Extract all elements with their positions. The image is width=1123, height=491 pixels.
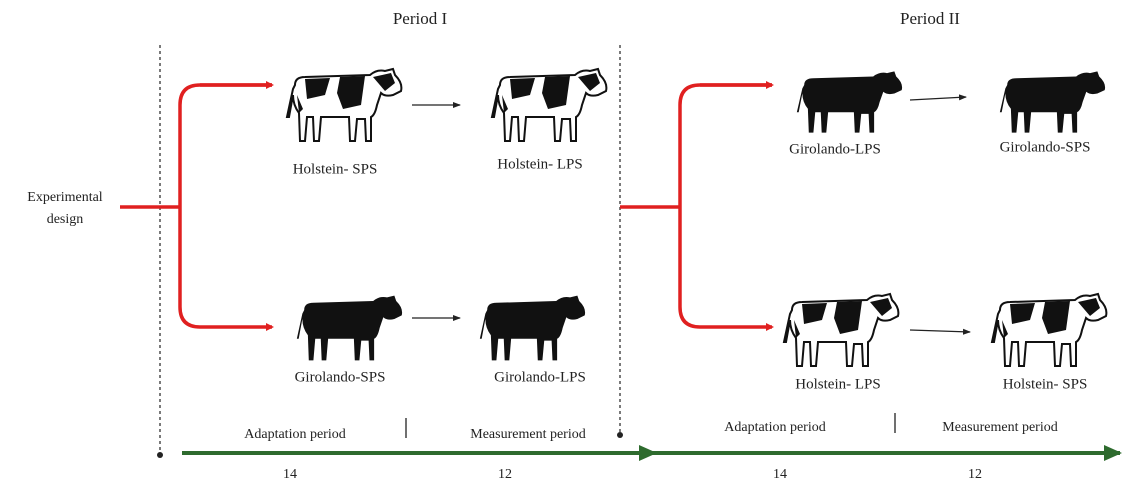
black-arrows xyxy=(412,94,971,335)
cow xyxy=(797,71,902,132)
period-title: Period I xyxy=(393,9,448,28)
cow xyxy=(492,69,606,141)
start-label: design xyxy=(47,212,84,227)
dividers xyxy=(159,45,621,452)
phase-days: 14 xyxy=(283,467,297,482)
cow xyxy=(1000,71,1105,132)
cow xyxy=(480,296,585,361)
cow xyxy=(784,294,898,366)
group-label: Girolando-LPS xyxy=(789,141,881,157)
divider-dot xyxy=(157,452,163,458)
group-label: Holstein- SPS xyxy=(1003,376,1088,392)
phase-label: Adaptation period xyxy=(244,427,345,442)
cow xyxy=(992,294,1106,366)
group-label: Girolando-SPS xyxy=(1000,139,1091,155)
divider-dot xyxy=(617,432,623,438)
phase-label: Adaptation period xyxy=(724,420,825,435)
start-label: Experimental xyxy=(27,190,103,205)
phase-label: Measurement period xyxy=(470,427,585,442)
group-label: Holstein- LPS xyxy=(497,156,582,172)
group-label: Girolando-SPS xyxy=(295,369,386,385)
group-label: Girolando-LPS xyxy=(494,369,586,385)
red-brackets xyxy=(120,81,774,331)
group-label: Holstein- LPS xyxy=(795,376,880,392)
phase-days: 12 xyxy=(498,467,512,482)
group-label: Holstein- SPS xyxy=(293,161,378,177)
phase-days: 14 xyxy=(773,467,787,482)
cow xyxy=(297,296,402,361)
period-title: Period II xyxy=(900,9,960,28)
phase-label: Measurement period xyxy=(942,420,1057,435)
phase-days: 12 xyxy=(968,467,982,482)
cow xyxy=(287,69,401,141)
phase-separators xyxy=(405,413,896,438)
